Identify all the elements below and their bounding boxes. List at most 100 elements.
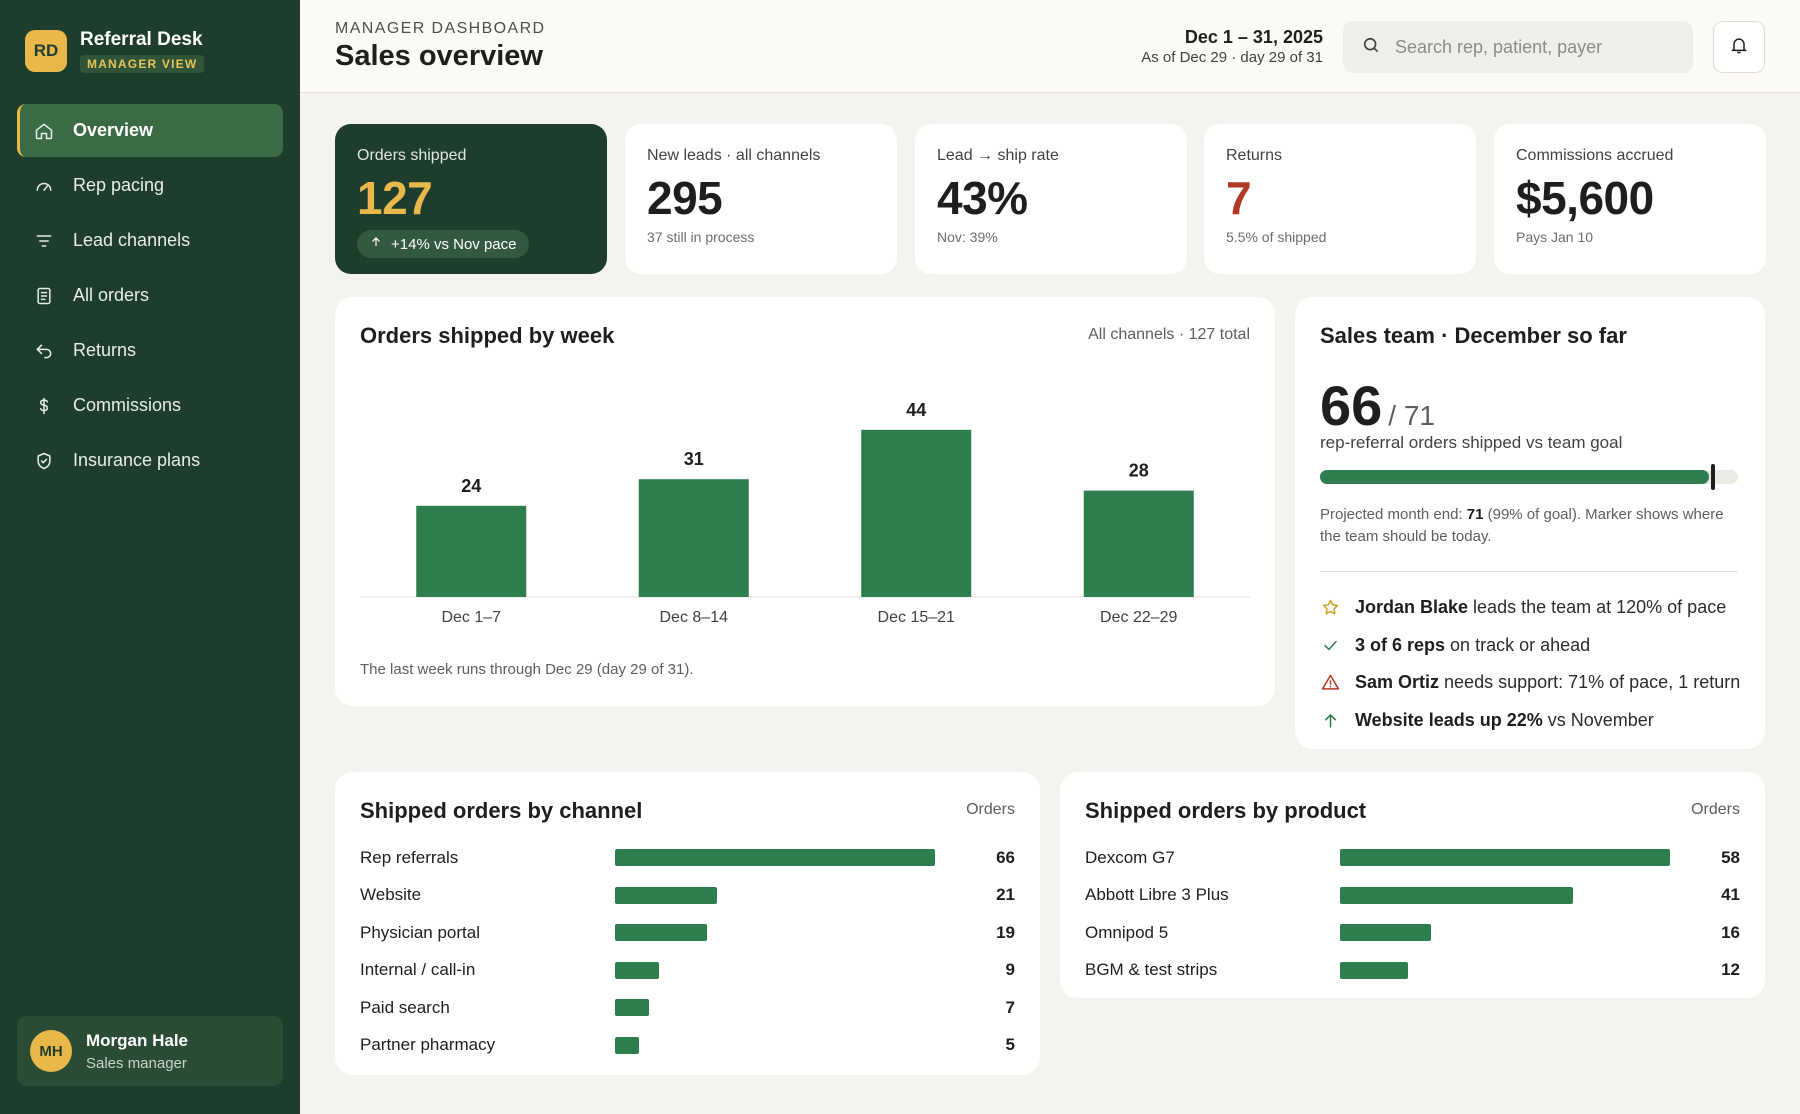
bar-track xyxy=(1340,849,1670,867)
bar-row[interactable]: Website 21 xyxy=(360,877,1015,915)
bar-row[interactable]: Physician portal 19 xyxy=(360,914,1015,952)
insight-text: on track or ahead xyxy=(1450,634,1591,655)
document-icon xyxy=(33,285,55,307)
bar-value: 41 xyxy=(1721,885,1740,905)
x-tick-label: Dec 1–7 xyxy=(441,609,501,626)
insight-text: vs November xyxy=(1547,709,1654,730)
bar-row[interactable]: Internal / call-in 9 xyxy=(360,952,1015,990)
kpi-value: 7 xyxy=(1226,172,1252,224)
dollar-icon xyxy=(33,395,55,417)
insight-item[interactable]: Jordan Blake leads the team at 120% of p… xyxy=(1320,589,1750,627)
date-range-block[interactable]: Dec 1 – 31, 2025 As of Dec 29 · day 29 o… xyxy=(1141,27,1323,66)
sidebar-item-rep-pacing[interactable]: Rep pacing xyxy=(17,159,283,212)
bar-row[interactable]: Omnipod 5 16 xyxy=(1085,914,1740,952)
divider xyxy=(1320,571,1738,572)
bar-track xyxy=(615,886,717,904)
bar-value: 21 xyxy=(996,885,1015,905)
sidebar-item-insurance-plans[interactable]: Insurance plans xyxy=(17,434,283,487)
notifications-button[interactable] xyxy=(1713,21,1765,73)
data-label: 28 xyxy=(1129,461,1149,481)
bar-row[interactable]: BGM & test strips 12 xyxy=(1085,952,1740,990)
bar-row-label: Partner pharmacy xyxy=(360,1035,496,1055)
projection-suffix: (99% of goal). Marker shows where the te… xyxy=(1320,506,1724,545)
bar xyxy=(615,1036,640,1054)
bar-row[interactable]: Paid search 7 xyxy=(360,989,1015,1027)
kpi-label: Commissions accrued xyxy=(1516,147,1674,164)
team-goal-value: / 71 xyxy=(1388,400,1435,431)
kpi-value: 295 xyxy=(647,172,723,224)
progress-fill xyxy=(1320,470,1709,484)
bar-row-label: Omnipod 5 xyxy=(1085,922,1169,942)
kpi-commissions[interactable]: Commissions accrued $5,600 Pays Jan 10 xyxy=(1494,124,1766,274)
panel-meta: All channels · 127 total xyxy=(1088,326,1250,343)
sales-team-panel: Sales team · December so far 66 / 71 rep… xyxy=(1295,297,1765,749)
kpi-new-leads[interactable]: New leads · all channels 295 37 still in… xyxy=(625,124,897,274)
kpi-label: Orders shipped xyxy=(357,147,467,164)
user-card[interactable]: MH Morgan Hale Sales manager xyxy=(17,1016,283,1086)
bar-track xyxy=(615,1036,640,1054)
kpi-label: Returns xyxy=(1226,147,1283,164)
date-range: Dec 1 – 31, 2025 xyxy=(1184,27,1323,47)
check-icon xyxy=(1320,635,1340,655)
bar-row-label: BGM & test strips xyxy=(1085,960,1218,980)
bar xyxy=(615,961,659,979)
bar-row[interactable]: Rep referrals 66 xyxy=(360,839,1015,877)
kpi-label: New leads · all channels xyxy=(647,147,821,164)
kpi-returns[interactable]: Returns 7 5.5% of shipped xyxy=(1204,124,1476,274)
bar[interactable] xyxy=(861,429,972,597)
bar-row-label: Abbott Libre 3 Plus xyxy=(1085,885,1229,905)
insight-item[interactable]: Website leads up 22% vs November xyxy=(1320,702,1750,740)
sidebar-item-label: Overview xyxy=(73,120,154,140)
bar[interactable] xyxy=(1083,490,1194,597)
insights-list: Jordan Blake leads the team at 120% of p… xyxy=(1320,589,1750,739)
bar-value: 7 xyxy=(1005,997,1015,1017)
delta-badge: +14% vs Nov pace xyxy=(357,230,529,258)
sidebar-item-all-orders[interactable]: All orders xyxy=(17,269,283,322)
weekly-bar-chart: 24 Dec 1–7 31 Dec 8–14 44 Dec 15–21 28 Dec 22–2… xyxy=(360,400,1250,626)
search-box[interactable] xyxy=(1343,21,1693,73)
user-role: Sales manager xyxy=(86,1054,187,1072)
bar xyxy=(615,886,717,904)
star-icon xyxy=(1320,598,1340,618)
kpi-value: $5,600 xyxy=(1516,172,1654,224)
shield-check-icon xyxy=(33,450,55,472)
kpi-sub: 5.5% of shipped xyxy=(1226,229,1327,245)
bar-value: 16 xyxy=(1721,922,1740,942)
insight-text: leads the team at 120% of pace xyxy=(1473,597,1727,618)
kpi-label: Lead → ship rate xyxy=(937,147,1059,164)
data-label: 24 xyxy=(461,476,481,496)
insight-item[interactable]: 3 of 6 reps on track or ahead xyxy=(1320,627,1750,665)
bar[interactable] xyxy=(638,479,749,597)
search-input[interactable] xyxy=(1395,36,1685,58)
sidebar-item-overview[interactable]: Overview xyxy=(17,104,283,157)
x-tick-label: Dec 15–21 xyxy=(878,609,955,626)
panel-title: Sales team · December so far xyxy=(1320,323,1627,348)
bar-row[interactable]: Abbott Libre 3 Plus 41 xyxy=(1085,877,1740,915)
insight-item[interactable]: Sam Ortiz needs support: 71% of pace, 1 … xyxy=(1320,664,1750,702)
bar-track xyxy=(615,924,708,942)
view-badge: MANAGER VIEW xyxy=(80,55,205,73)
kpi-orders-shipped[interactable]: Orders shipped 127 +14% vs Nov pace xyxy=(335,124,607,274)
bar xyxy=(1340,961,1409,979)
arrow-up-icon xyxy=(1320,710,1340,730)
bar-row-label: Internal / call-in xyxy=(360,960,476,980)
bar-row[interactable]: Dexcom G7 58 xyxy=(1085,839,1740,877)
brand[interactable]: RD Referral Desk MANAGER VIEW xyxy=(25,29,205,73)
bar-row[interactable]: Partner pharmacy 5 xyxy=(360,1027,1015,1065)
sidebar-item-commissions[interactable]: Commissions xyxy=(17,379,283,432)
x-tick-label: Dec 8–14 xyxy=(660,609,729,626)
kpi-sub: 37 still in process xyxy=(647,229,755,245)
bar[interactable] xyxy=(416,505,527,597)
sidebar-item-label: Returns xyxy=(73,340,137,360)
insight-text: needs support: 71% of pace, 1 return xyxy=(1444,672,1741,693)
insight-highlight: Sam Ortiz xyxy=(1355,672,1440,693)
kpi-lead-ship-rate[interactable]: Lead → ship rate 43% Nov: 39% xyxy=(915,124,1187,274)
weekly-orders-panel: Orders shipped by week All channels · 12… xyxy=(335,297,1275,706)
bar-row-label: Website xyxy=(360,885,422,905)
sidebar-item-returns[interactable]: Returns xyxy=(17,324,283,377)
gauge-icon xyxy=(33,175,55,197)
sidebar-item-lead-channels[interactable]: Lead channels xyxy=(17,214,283,267)
channel-panel: Shipped orders by channel Orders Rep ref… xyxy=(335,772,1040,1075)
kpi-sub: Pays Jan 10 xyxy=(1516,229,1594,245)
bar-value: 58 xyxy=(1721,847,1740,867)
